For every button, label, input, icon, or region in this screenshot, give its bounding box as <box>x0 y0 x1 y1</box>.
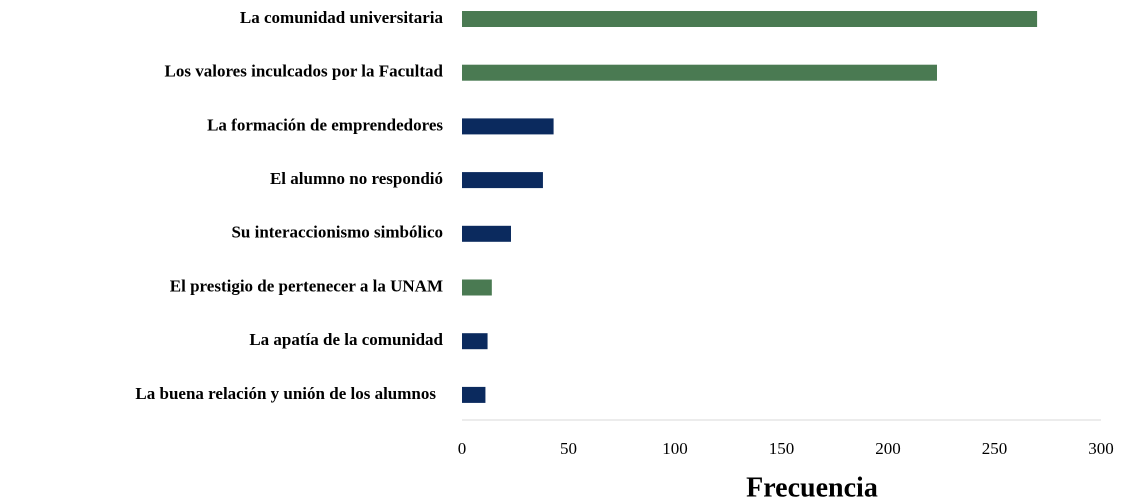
y-tick-label: La formación de emprendedores <box>207 115 443 134</box>
x-axis-label: Frecuencia <box>746 472 878 503</box>
bar <box>462 386 486 403</box>
bar <box>462 225 511 242</box>
bar <box>462 64 937 81</box>
x-tick-label: 300 <box>1088 439 1114 458</box>
y-tick-label: La comunidad universitaria <box>240 8 444 27</box>
x-tick-label: 50 <box>560 439 577 458</box>
bar <box>462 118 554 135</box>
bar <box>462 11 1038 27</box>
x-tick-label: 100 <box>662 439 688 458</box>
y-tick-label: El prestigio de pertenecer a la UNAM <box>170 276 443 295</box>
x-tick-label: 200 <box>875 439 901 458</box>
y-tick-label: Los valores inculcados por la Facultad <box>165 62 444 81</box>
x-tick-label: 150 <box>769 439 795 458</box>
x-tick-label: 0 <box>458 439 467 458</box>
bar <box>462 172 543 189</box>
y-tick-label: La apatía de la comunidad <box>249 330 443 349</box>
y-tick-label: Su interaccionismo simbólico <box>231 223 443 242</box>
bar <box>462 279 492 296</box>
y-tick-label: La buena relación y unión de los alumnos <box>135 384 436 403</box>
y-tick-label: El alumno no respondió <box>270 169 443 188</box>
bar <box>462 333 488 350</box>
x-tick-label: 250 <box>982 439 1008 458</box>
